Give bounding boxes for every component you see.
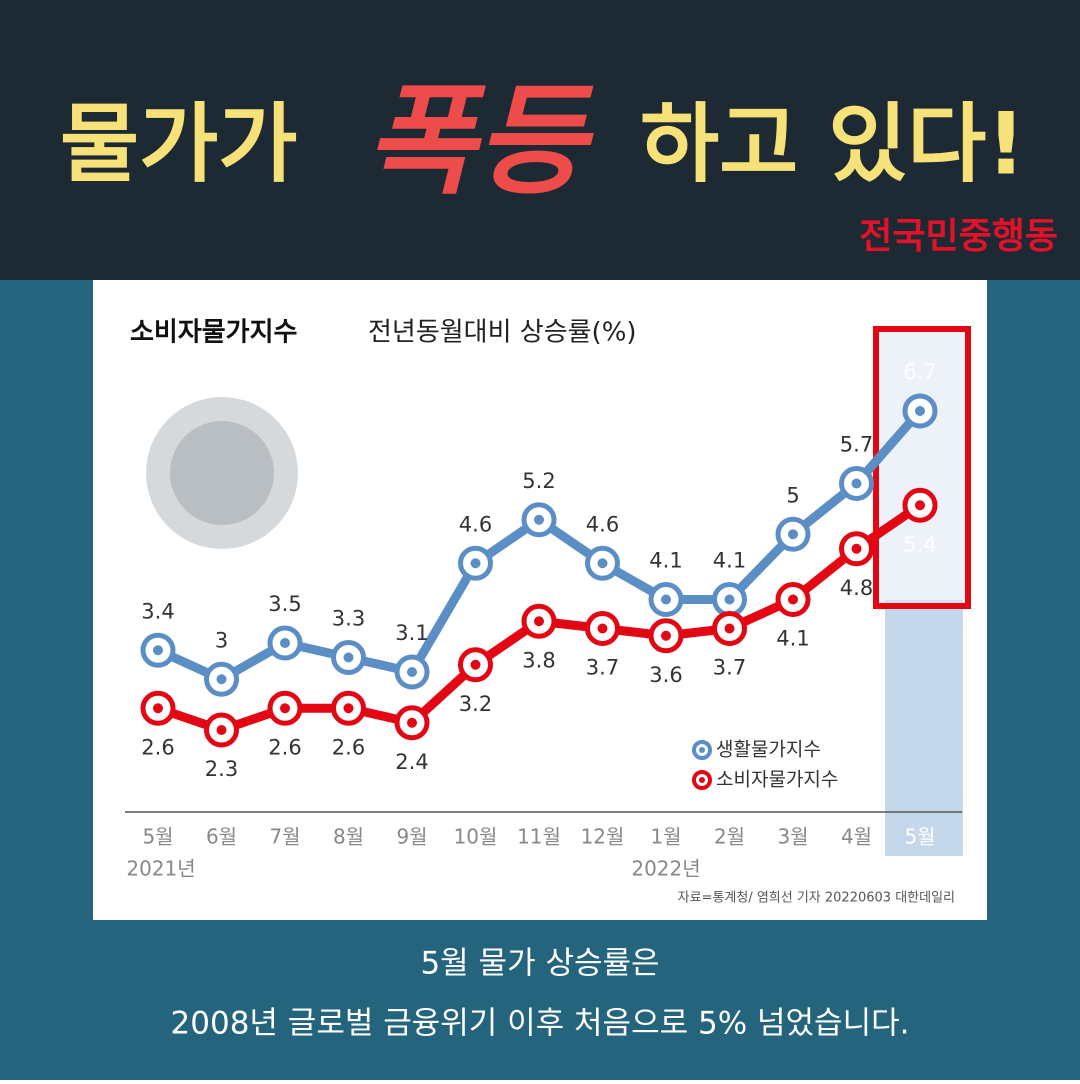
highlight-band [885,600,963,856]
point-dot [788,529,798,540]
data-label: 3 [215,628,228,652]
x-tick-label: 12월 [581,825,625,849]
data-label: 3.6 [649,663,682,687]
data-label: 3.5 [268,592,301,616]
x-tick-label: 4월 [841,825,872,849]
x-year-label: 2022년 [631,857,700,881]
data-label: 2.3 [205,757,238,781]
point-dot [216,725,227,735]
data-label: 4.6 [459,512,492,536]
header-bg [0,0,1080,280]
legend-label: 소비자물가지수 [716,769,838,791]
chart-title: 소비자물가지수 [130,318,297,348]
data-label: 2.6 [332,735,365,759]
caption-line: 2008년 글로벌 금융위기 이후 처음으로 5% 넘었습니다. [171,1006,910,1042]
point-dot [280,703,290,714]
legend-label: 생활물가지수 [716,739,821,761]
point-dot [597,623,608,634]
data-label: 6.7 [903,360,936,384]
x-tick-label: 2월 [714,825,745,849]
plot: 5월 2021년 6월 7월 8월 9월 10월 11월 12월 1월 2022년 2월 3월 4월 5월 3… [126,360,938,881]
point-dot [153,645,163,656]
data-label: 2.4 [395,750,428,774]
data-label: 4.8 [840,576,873,600]
x-tick-label: 10월 [454,825,498,849]
data-label: 5.7 [840,433,873,457]
point-dot [343,703,354,714]
data-label: 4.1 [649,549,682,573]
data-label: 4.6 [586,512,619,536]
brand: 전국민중행동 [859,216,1058,257]
x-tick-label: 9월 [396,825,427,849]
x-tick-label: 6월 [206,825,237,849]
data-label: 3.7 [713,656,746,680]
point-dot [407,717,417,728]
x-tick-label: 7월 [269,825,300,849]
point-dot [597,558,608,569]
data-label: 5 [786,483,799,507]
data-label: 3.8 [522,648,555,672]
data-label: 4.1 [776,627,809,651]
data-label: 3.3 [332,607,365,631]
data-label: 2.6 [268,735,301,759]
x-tick-label: 11월 [517,825,561,849]
x-tick-label: 1월 [650,825,681,849]
title-part: 하고 있다! [640,94,1026,194]
chart-subtitle: 전년동월대비 상승률(%) [368,318,637,348]
x-year-label: 2021년 [126,857,195,881]
data-label: 5.2 [522,469,555,493]
data-label: 3.7 [586,656,619,680]
point-dot [661,630,671,641]
data-label: 3.2 [459,692,492,716]
caption-line: 5월 물가 상승률은 [420,946,659,982]
point-dot [724,623,735,634]
point-dot [153,703,163,714]
point-dot [534,616,544,627]
point-dot [216,674,227,685]
x-tick-label: 3월 [777,825,808,849]
point-dot [851,478,862,489]
point-dot [788,594,798,605]
title-part: 물가가 [60,94,297,194]
chart-panel [93,280,987,920]
x-tick-label: 8월 [333,825,364,849]
point-dot [343,652,354,663]
title-emphasis: 폭등 [365,73,594,212]
point-dot [724,594,735,605]
point-dot [915,406,925,416]
photo-placeholder [170,421,274,525]
legend-dot [699,747,705,753]
point-dot [470,558,481,569]
data-label: 4.1 [713,549,746,573]
point-dot [407,667,417,677]
data-label: 2.6 [141,735,174,759]
point-dot [915,500,925,511]
data-label: 3.1 [395,621,428,645]
point-dot [534,514,544,525]
point-dot [470,659,481,670]
point-dot [661,594,671,605]
data-label: 5.4 [903,532,936,556]
x-tick-label: 5월 [142,825,173,849]
data-label: 3.4 [141,599,174,623]
legend-dot [699,777,705,783]
point-dot [851,543,862,554]
source: 자료=통계청/ 염희선 기자 20220603 대한데일리 [678,891,955,906]
x-tick-label: 5월 [904,825,935,849]
point-dot [280,638,290,648]
